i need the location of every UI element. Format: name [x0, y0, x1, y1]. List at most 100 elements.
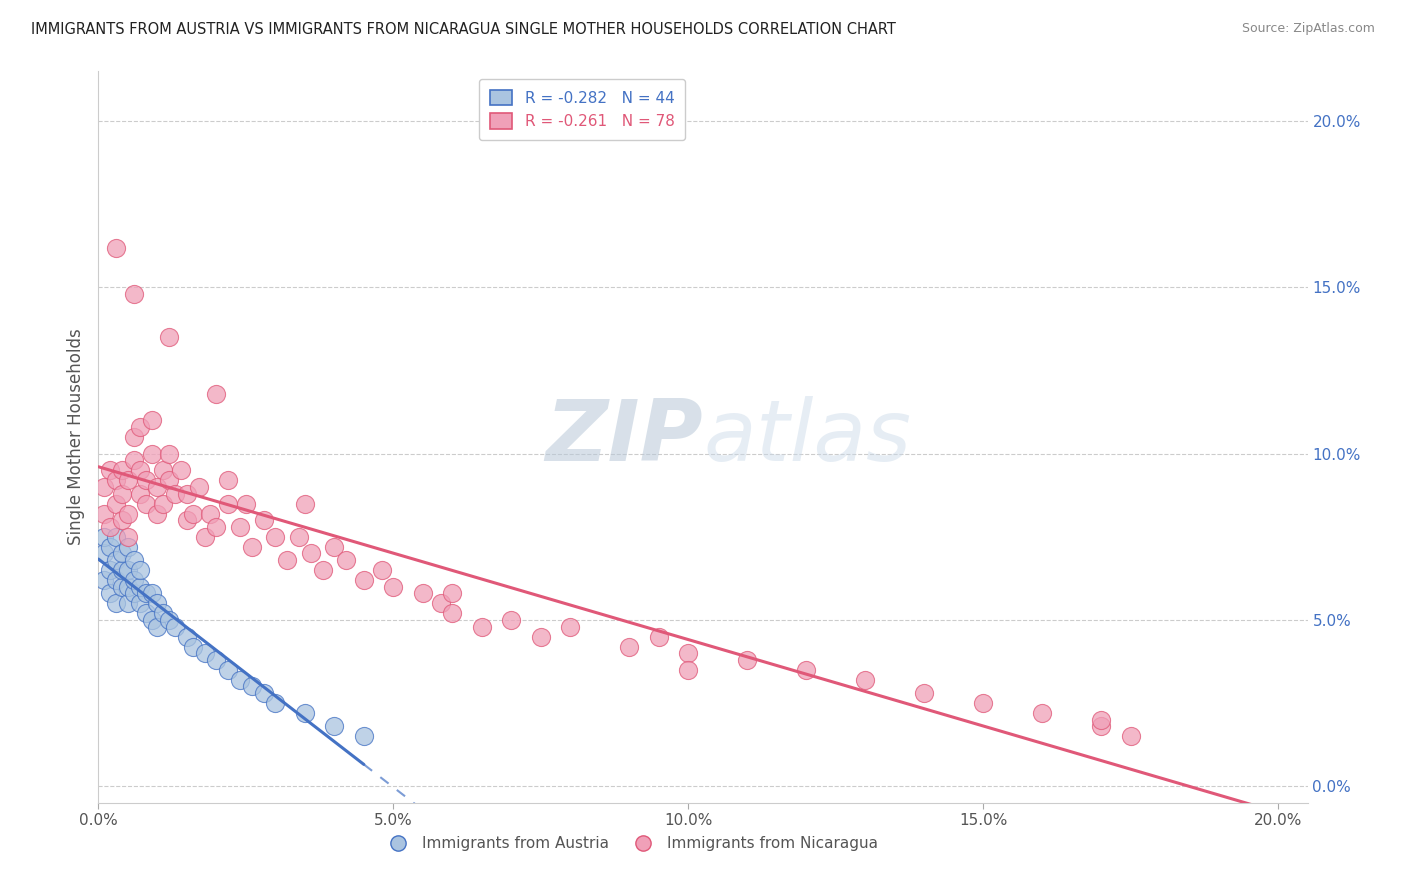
- Point: [98, 586, 121, 600]
- Point: [217, 473, 239, 487]
- Point: [105, 596, 128, 610]
- Point: [93, 480, 115, 494]
- Point: [141, 586, 163, 600]
- Point: [98, 463, 121, 477]
- Point: [117, 540, 139, 554]
- Point: [93, 507, 115, 521]
- Text: IMMIGRANTS FROM AUSTRIA VS IMMIGRANTS FROM NICARAGUA SINGLE MOTHER HOUSEHOLDS CO: IMMIGRANTS FROM AUSTRIA VS IMMIGRANTS FR…: [31, 22, 896, 37]
- Point: [122, 453, 145, 467]
- Point: [412, 586, 434, 600]
- Point: [276, 553, 298, 567]
- Point: [181, 640, 204, 654]
- Point: [294, 706, 316, 720]
- Point: [205, 653, 228, 667]
- Point: [117, 596, 139, 610]
- Point: [111, 563, 134, 577]
- Text: Source: ZipAtlas.com: Source: ZipAtlas.com: [1241, 22, 1375, 36]
- Point: [471, 619, 494, 633]
- Point: [152, 463, 174, 477]
- Point: [146, 619, 169, 633]
- Point: [299, 546, 322, 560]
- Point: [441, 607, 464, 621]
- Point: [117, 473, 139, 487]
- Point: [311, 563, 333, 577]
- Point: [128, 580, 150, 594]
- Point: [288, 530, 311, 544]
- Point: [111, 486, 134, 500]
- Point: [205, 520, 228, 534]
- Point: [264, 696, 287, 710]
- Point: [146, 507, 169, 521]
- Point: [111, 580, 134, 594]
- Point: [619, 640, 641, 654]
- Point: [146, 596, 169, 610]
- Point: [157, 330, 180, 344]
- Point: [252, 513, 274, 527]
- Point: [128, 463, 150, 477]
- Point: [105, 497, 128, 511]
- Point: [235, 497, 257, 511]
- Point: [187, 480, 209, 494]
- Point: [111, 546, 134, 560]
- Text: ZIP: ZIP: [546, 395, 703, 479]
- Point: [105, 553, 128, 567]
- Point: [122, 430, 145, 444]
- Point: [128, 486, 150, 500]
- Point: [105, 473, 128, 487]
- Point: [170, 463, 193, 477]
- Point: [972, 696, 994, 710]
- Legend: Immigrants from Austria, Immigrants from Nicaragua: Immigrants from Austria, Immigrants from…: [377, 830, 884, 857]
- Point: [1090, 713, 1112, 727]
- Point: [678, 646, 700, 660]
- Point: [122, 553, 145, 567]
- Point: [200, 507, 222, 521]
- Point: [501, 613, 523, 627]
- Point: [252, 686, 274, 700]
- Point: [323, 719, 346, 733]
- Point: [105, 241, 128, 255]
- Point: [176, 486, 198, 500]
- Point: [135, 607, 157, 621]
- Point: [157, 473, 180, 487]
- Point: [1031, 706, 1053, 720]
- Point: [264, 530, 287, 544]
- Point: [117, 580, 139, 594]
- Point: [146, 480, 169, 494]
- Point: [794, 663, 817, 677]
- Point: [152, 497, 174, 511]
- Point: [135, 497, 157, 511]
- Point: [105, 573, 128, 587]
- Point: [1090, 719, 1112, 733]
- Point: [157, 613, 180, 627]
- Point: [229, 673, 252, 687]
- Point: [217, 497, 239, 511]
- Point: [98, 520, 121, 534]
- Point: [382, 580, 405, 594]
- Point: [93, 546, 115, 560]
- Point: [912, 686, 935, 700]
- Point: [93, 573, 115, 587]
- Point: [93, 530, 115, 544]
- Point: [735, 653, 758, 667]
- Point: [294, 497, 316, 511]
- Point: [441, 586, 464, 600]
- Point: [98, 563, 121, 577]
- Point: [678, 663, 700, 677]
- Point: [229, 520, 252, 534]
- Point: [122, 586, 145, 600]
- Point: [141, 413, 163, 427]
- Point: [194, 530, 217, 544]
- Point: [1119, 729, 1142, 743]
- Point: [323, 540, 346, 554]
- Point: [335, 553, 357, 567]
- Point: [117, 507, 139, 521]
- Point: [165, 619, 187, 633]
- Point: [353, 573, 375, 587]
- Point: [98, 540, 121, 554]
- Point: [194, 646, 217, 660]
- Point: [181, 507, 204, 521]
- Point: [353, 729, 375, 743]
- Point: [135, 473, 157, 487]
- Point: [165, 486, 187, 500]
- Point: [157, 447, 180, 461]
